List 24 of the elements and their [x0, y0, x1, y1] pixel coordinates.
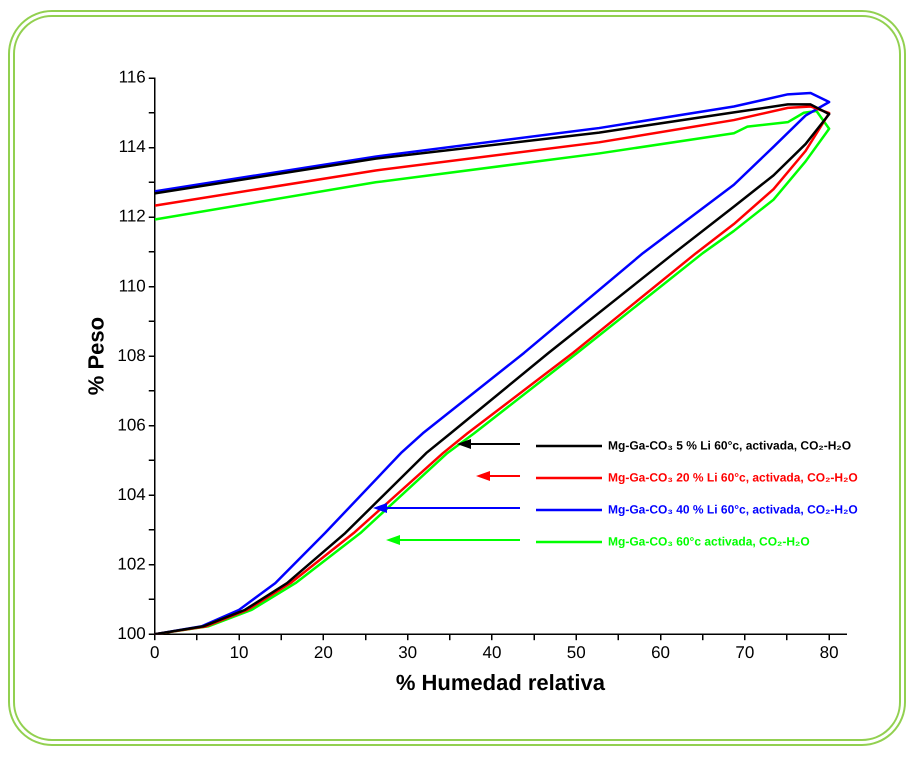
text: Mg-Ga-CO₃ 60°c activada, CO₂-H₂O: [608, 534, 810, 548]
y-tick-label: 100: [117, 624, 146, 643]
x-tick-label: 30: [398, 643, 418, 662]
y-tick-label: 108: [117, 346, 146, 365]
y-tick-label: 114: [118, 137, 146, 156]
x-tick-label: 50: [566, 643, 586, 662]
x-tick-label: 10: [230, 643, 249, 662]
x-axis-title: % Humedad relativa: [396, 670, 606, 695]
x-tick-label: 40: [482, 643, 502, 662]
x-tick-label: 70: [735, 643, 754, 662]
x-tick-label: 80: [820, 643, 839, 662]
text: Mg-Ga-CO₃ 20 % Li 60°c, activada, CO₂-H₂O: [608, 470, 858, 484]
y-tick-label: 102: [117, 554, 146, 574]
y-tick-label: 106: [117, 415, 146, 434]
text: Mg-Ga-CO₃ 5 % Li 60°c, activada, CO₂-H₂O: [608, 438, 852, 452]
y-tick-label: 110: [118, 276, 146, 296]
x-tick-label: 60: [651, 643, 670, 662]
x-tick-label: 20: [314, 643, 333, 662]
y-tick-label: 116: [118, 68, 146, 87]
text: Mg-Ga-CO₃ 40 % Li 60°c, activada, CO₂-H₂O: [608, 502, 858, 516]
y-axis-title: % Peso: [83, 316, 108, 396]
y-tick-label: 112: [118, 206, 146, 226]
x-tick-label: 0: [150, 643, 160, 662]
y-tick-label: 104: [117, 484, 146, 504]
